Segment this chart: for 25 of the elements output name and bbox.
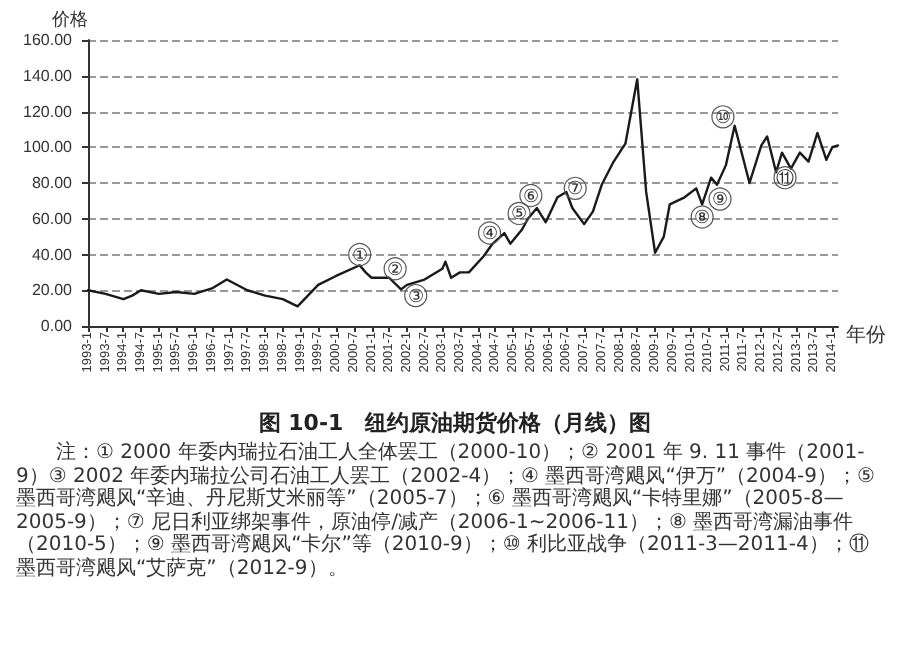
annotation: ⑤ [511, 203, 528, 224]
x-axis-title: 年份 [846, 323, 886, 347]
annotation: ⑩ [714, 106, 731, 127]
text: 注：① 2000 年委内瑞拉石油工人全体罢工（2000-10）；② 2001 年 9. 11 事件（2001-9）③ 2002 年委内瑞拉公司石油工人罢工（2002-4）；④ 墨西哥湾飓风“伊万”（2004-9）；⑤ 墨西哥湾飓风“辛迪、丹尼斯艾米丽等”（2005-7）；⑥ 墨西哥湾飓风“卡特里娜”（2005-8—2005-9）；⑦ 尼日利亚绑架事件，原油停/减产（2006-1~2006-11）；⑧ 墨西哥湾漏油事件（2010-5）；⑨ 墨西哥湾飓风“卡尔”等（2010-9）；⑩ 利比亚战争（2011-3—2011-4）；⑪ 墨西哥湾飓风“艾萨克”（2012-9）。 [14, 442, 877, 582]
y-tick-label: 60.00 [31, 209, 74, 228]
annotation: ⑧ [694, 206, 711, 227]
y-axis-title: 价格 [50, 9, 88, 29]
y-tick-label: 120.00 [23, 102, 74, 121]
y-tick-label: 80.00 [31, 174, 74, 192]
y-tick-label: 100.00 [23, 138, 74, 157]
y-tick-label: 140.00 [23, 66, 74, 85]
annotation: ③ [407, 285, 424, 306]
text: 图 10-1 纽约原油期货价格（月线）图 [256, 408, 654, 438]
annotation: ① [351, 244, 368, 265]
annotation: ⑦ [567, 178, 584, 199]
y-tick-label: 40.00 [31, 245, 74, 264]
y-tick-label: 20.00 [31, 281, 74, 300]
annotation: ⑥ [522, 185, 539, 206]
annotation: ⑪ [776, 167, 795, 188]
annotation: ② [387, 258, 404, 279]
y-tick-label: 160.00 [23, 31, 74, 49]
annotation: ⑨ [712, 189, 728, 210]
line-series [86, 78, 840, 308]
y-tick-label: 0.00 [40, 317, 74, 335]
annotation: ④ [481, 223, 498, 244]
